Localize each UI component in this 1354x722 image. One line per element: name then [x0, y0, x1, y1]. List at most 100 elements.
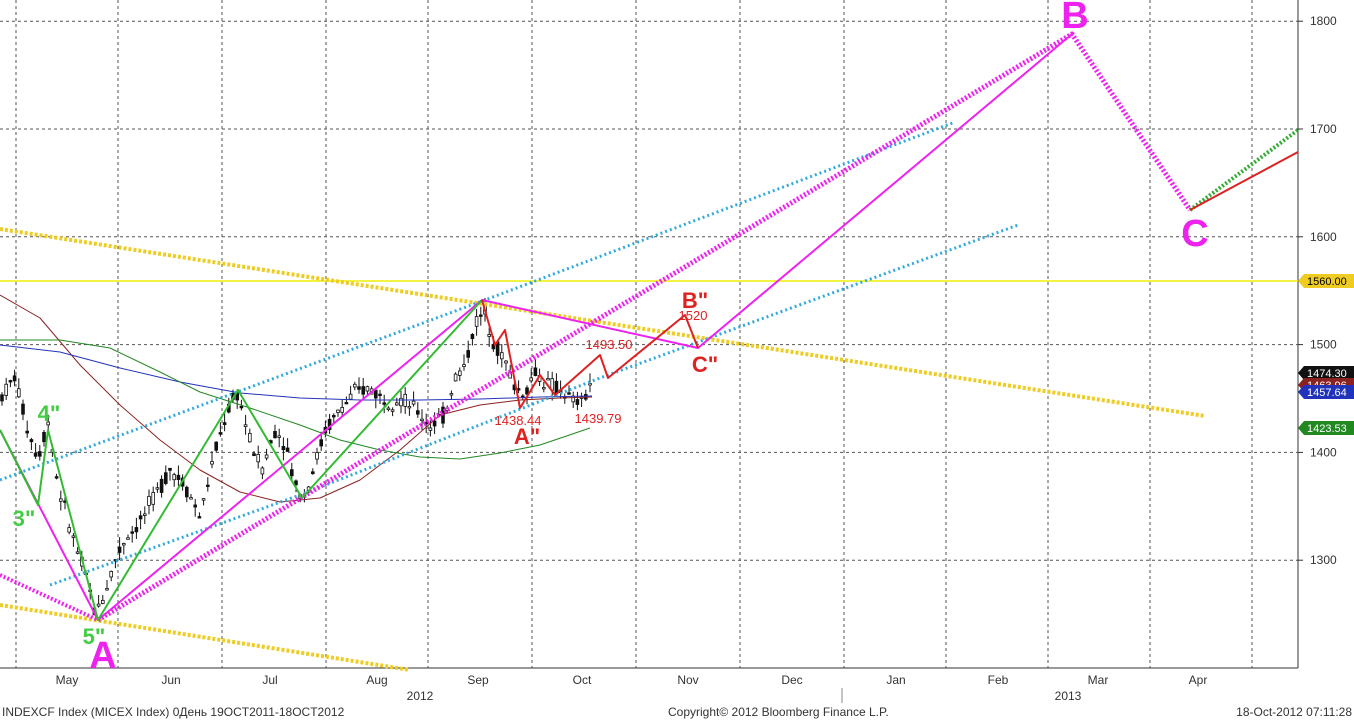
wave-lines [0, 31, 1300, 672]
x-month-label-0: May [56, 673, 79, 687]
price-tag-bg-4 [1298, 421, 1354, 435]
candle-body-5 [21, 403, 25, 415]
candle-body-50 [210, 461, 214, 465]
y-tick-label-1: 1400 [1310, 445, 1337, 459]
candle-body-135 [567, 392, 571, 395]
candle-body-74 [310, 471, 315, 475]
candle-body-130 [546, 378, 550, 381]
candle-body-125 [525, 387, 529, 395]
candle-body-94 [394, 402, 399, 406]
candle-body-33 [138, 515, 143, 520]
candle-body-98 [411, 400, 416, 405]
candle-body-7 [29, 439, 34, 443]
price-tag-bg-1 [1298, 366, 1354, 380]
candle-body-11 [46, 421, 50, 426]
annotation-8: C" [692, 352, 718, 377]
candle-body-41 [172, 474, 177, 481]
candle-body-103 [432, 420, 437, 427]
candle-body-39 [163, 472, 168, 484]
y-tick-label-2: 1500 [1310, 338, 1337, 352]
yellow-upper-trendline [0, 227, 1206, 418]
candle-body-126 [529, 377, 533, 382]
ma-green-line [0, 339, 591, 460]
candle-body-84 [352, 383, 357, 388]
candle-body-100 [420, 418, 424, 422]
candle-body-3 [12, 375, 17, 382]
candle-body-0 [0, 394, 4, 402]
candlesticks [0, 297, 592, 616]
candle-body-24 [101, 599, 105, 604]
candle-body-29 [122, 543, 126, 546]
magenta-dotted-left [0, 573, 99, 622]
candle-body-14 [59, 498, 63, 502]
candle-body-70 [294, 480, 298, 486]
candle-body-56 [235, 393, 240, 401]
candle-body-63 [264, 454, 269, 459]
candle-body-1 [4, 383, 9, 396]
candle-body-117 [491, 344, 496, 350]
price-tag-label-3: 1457.64 [1307, 387, 1347, 399]
x-year-label-0: 2012 [407, 689, 434, 703]
candle-body-2 [8, 380, 13, 383]
x-month-label-10: Mar [1088, 673, 1109, 687]
magenta-solid-wave [0, 33, 1073, 621]
annotation-0: A [89, 635, 116, 677]
candle-body-82 [344, 402, 349, 405]
candle-body-25 [105, 588, 109, 591]
x-month-label-9: Feb [988, 673, 1009, 687]
candle-body-10 [42, 432, 46, 443]
candle-body-80 [336, 409, 340, 413]
candle-body-92 [386, 407, 391, 410]
axes: 1300 1400 1500 1600 1700 1800 May Jun Jul Aug Sep O… [56, 14, 1354, 703]
candle-body-111 [466, 350, 470, 358]
price-tag-label-0: 1560.00 [1307, 276, 1347, 288]
candle-body-93 [390, 409, 395, 412]
candle-body-16 [67, 527, 72, 533]
annotation-5: 5" [83, 624, 106, 649]
candle-body-110 [462, 364, 466, 367]
annotation-3: 3" [13, 506, 36, 531]
candle-body-78 [327, 418, 332, 430]
candle-body-31 [130, 531, 135, 534]
candle-body-51 [214, 441, 219, 451]
candle-body-48 [201, 498, 206, 501]
footer-ticker-info: INDEXCF Index (MICEX Index) 0День 19OCT2… [2, 705, 345, 719]
candle-body-68 [285, 447, 290, 452]
candle-body-91 [382, 402, 386, 405]
x-month-label-2: Jul [262, 673, 277, 687]
chart-area: 1300 1400 1500 1600 1700 1800 May Jun Jul Aug Sep O… [0, 0, 1354, 703]
candle-body-47 [197, 516, 202, 519]
candle-body-102 [428, 427, 433, 431]
candle-body-59 [247, 432, 252, 443]
candle-body-35 [147, 495, 151, 506]
candle-body-83 [348, 393, 353, 400]
footer-timestamp: 18-Oct-2012 07:11:28 [1236, 705, 1352, 719]
candle-body-32 [134, 527, 139, 533]
candle-body-44 [184, 486, 189, 498]
footer-copyright: Copyright© 2012 Bloomberg Finance L.P. [668, 705, 889, 719]
candle-body-79 [331, 415, 336, 418]
candle-body-76 [319, 439, 323, 447]
yellow-lower-trendline [0, 603, 411, 672]
annotation-1: B [1061, 0, 1088, 37]
y-tick-label-3: 1600 [1310, 230, 1337, 244]
candle-body-69 [289, 469, 294, 477]
x-month-label-7: Dec [781, 673, 802, 687]
candle-body-37 [155, 487, 160, 490]
candle-body-28 [117, 546, 122, 553]
candle-body-112 [470, 334, 475, 340]
candle-body-8 [33, 452, 38, 457]
annotation-10: 1493.50 [586, 337, 633, 352]
price-tag-bg-3 [1298, 385, 1354, 399]
candle-body-9 [38, 451, 42, 457]
annotation-2: C [1181, 213, 1208, 255]
candle-body-42 [176, 474, 181, 480]
candle-body-34 [142, 513, 147, 516]
annotation-11: 1438.44 [495, 413, 542, 428]
x-month-label-1: Jun [161, 673, 180, 687]
price-tag-label-1: 1474.30 [1307, 368, 1347, 380]
price-tag-label-4: 1423.53 [1307, 423, 1347, 435]
candle-body-87 [365, 386, 370, 392]
candle-body-58 [243, 424, 248, 428]
candle-body-23 [96, 603, 101, 607]
